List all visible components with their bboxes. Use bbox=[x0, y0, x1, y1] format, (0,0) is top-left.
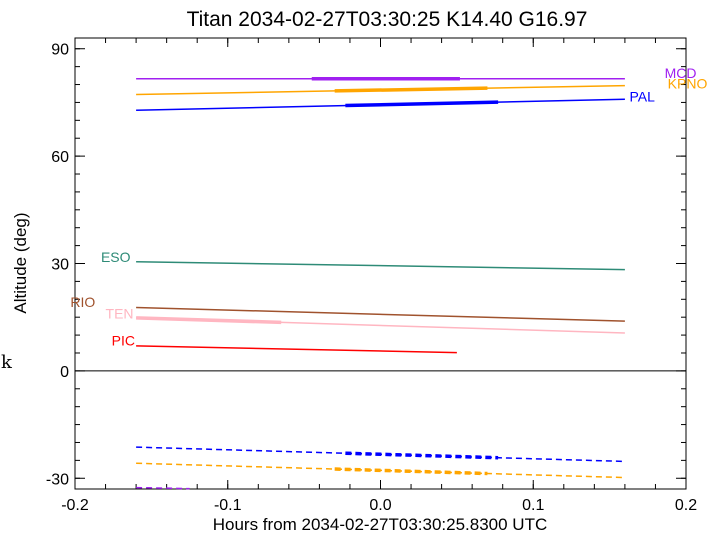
series-line-eso bbox=[136, 260, 625, 271]
series-label-pic: PIC bbox=[112, 332, 135, 348]
stray-character: k bbox=[1, 352, 12, 373]
series-label-ten: TEN bbox=[106, 305, 134, 321]
series-segment-series-below-horizon bbox=[345, 451, 499, 460]
series-label-eso: ESO bbox=[101, 249, 131, 265]
x-tick-label: 0.1 bbox=[522, 497, 544, 514]
y-tick-label: 0 bbox=[60, 364, 69, 381]
series-segment-kpno bbox=[334, 86, 488, 93]
x-tick-label: 0.2 bbox=[675, 497, 697, 514]
x-tick-label: -0.1 bbox=[214, 497, 242, 514]
y-tick-label: 60 bbox=[51, 149, 69, 166]
series-label-pal: PAL bbox=[629, 88, 655, 104]
y-axis-label: Altitude (deg) bbox=[11, 212, 30, 313]
series-label-kpno: KPNO bbox=[668, 75, 707, 91]
series-segment-ten bbox=[136, 316, 282, 325]
series-line-pic bbox=[136, 345, 457, 354]
series-segment-pal bbox=[345, 100, 499, 108]
y-tick-label: -30 bbox=[46, 471, 69, 488]
x-axis-ticks: -0.2 -0.1 0.0 0.1 0.2 bbox=[61, 38, 697, 514]
x-tick-label: -0.2 bbox=[61, 497, 89, 514]
x-axis-label: Hours from 2034-02-27T03:30:25.8300 UTC bbox=[213, 515, 548, 534]
y-axis-ticks: -30 0 30 60 90 bbox=[46, 42, 686, 488]
series-line-series-below-horizon bbox=[136, 486, 190, 490]
series-segment-series-below-horizon bbox=[334, 467, 488, 476]
series-label-rio: RIO bbox=[70, 294, 95, 310]
x-tick-label: 0.0 bbox=[369, 497, 391, 514]
chart-title: Titan 2034-02-27T03:30:25 K14.40 G16.97 bbox=[187, 8, 588, 31]
series-label-mcd: MCD bbox=[665, 65, 697, 81]
y-tick-label: 90 bbox=[51, 42, 69, 59]
series-line-rio bbox=[136, 306, 625, 322]
series-lines bbox=[136, 77, 625, 490]
y-tick-label: 30 bbox=[51, 257, 69, 274]
